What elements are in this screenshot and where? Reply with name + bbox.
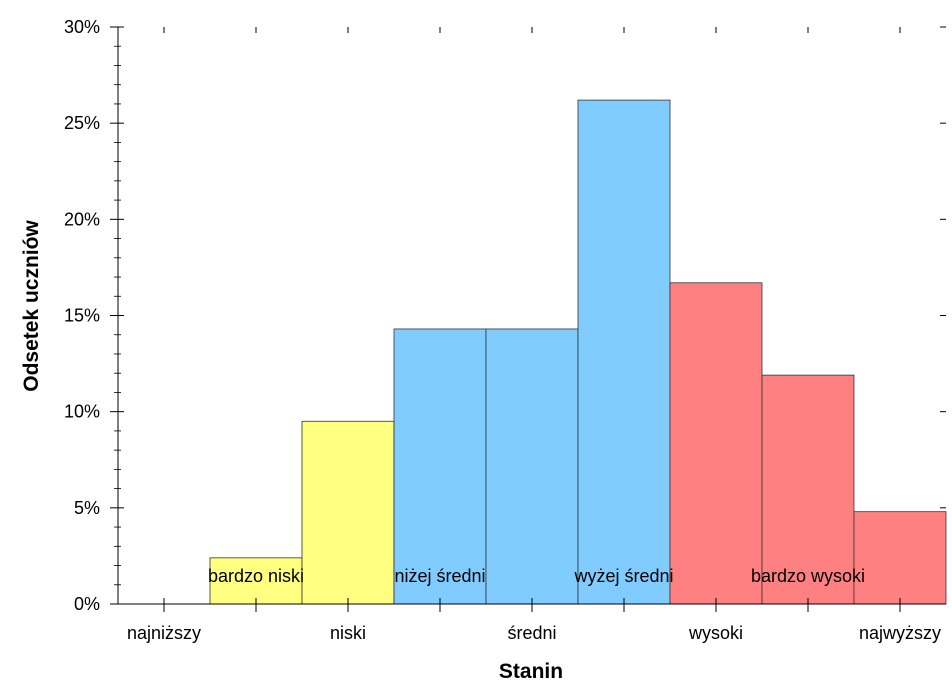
y-tick-label: 20%	[64, 209, 100, 229]
bar-stanin-2	[209, 557, 303, 605]
bar-stanin-3	[301, 420, 395, 605]
in-bar-label: bardzo niski	[208, 566, 304, 586]
x-tick-label: wysoki	[688, 623, 743, 643]
y-tick-label: 30%	[64, 17, 100, 37]
x-tick-label: niski	[330, 623, 366, 643]
labels-group: 0% 5% 10% 15% 20% 25% 30% najniższy niski średni w…	[64, 17, 941, 643]
y-tick-label: 25%	[64, 113, 100, 133]
bar-stanin-4	[393, 328, 487, 605]
x-tick-label: najwyższy	[859, 623, 941, 643]
in-bar-label: wyżej średni	[573, 566, 673, 586]
y-tick-label: 10%	[64, 402, 100, 422]
bar-stanin-7	[669, 282, 763, 605]
y-tick-label: 5%	[74, 498, 100, 518]
bar-stanin-5	[485, 328, 579, 605]
bar-stanin-6	[577, 99, 671, 605]
y-tick-label: 0%	[74, 594, 100, 614]
y-axis-title: Odsetek uczniów	[20, 220, 43, 392]
in-bar-label: bardzo wysoki	[751, 566, 865, 586]
x-tick-label: średni	[507, 623, 556, 643]
x-tick-label: najniższy	[127, 623, 201, 643]
x-axis-title: Stanin	[499, 660, 563, 683]
y-tick-label: 15%	[64, 306, 100, 326]
bar-stanin-8	[761, 374, 855, 605]
bars-group	[209, 99, 947, 605]
axes-group	[110, 26, 946, 612]
in-bar-label: niżej średni	[394, 566, 485, 586]
bar-stanin-9	[853, 511, 947, 605]
